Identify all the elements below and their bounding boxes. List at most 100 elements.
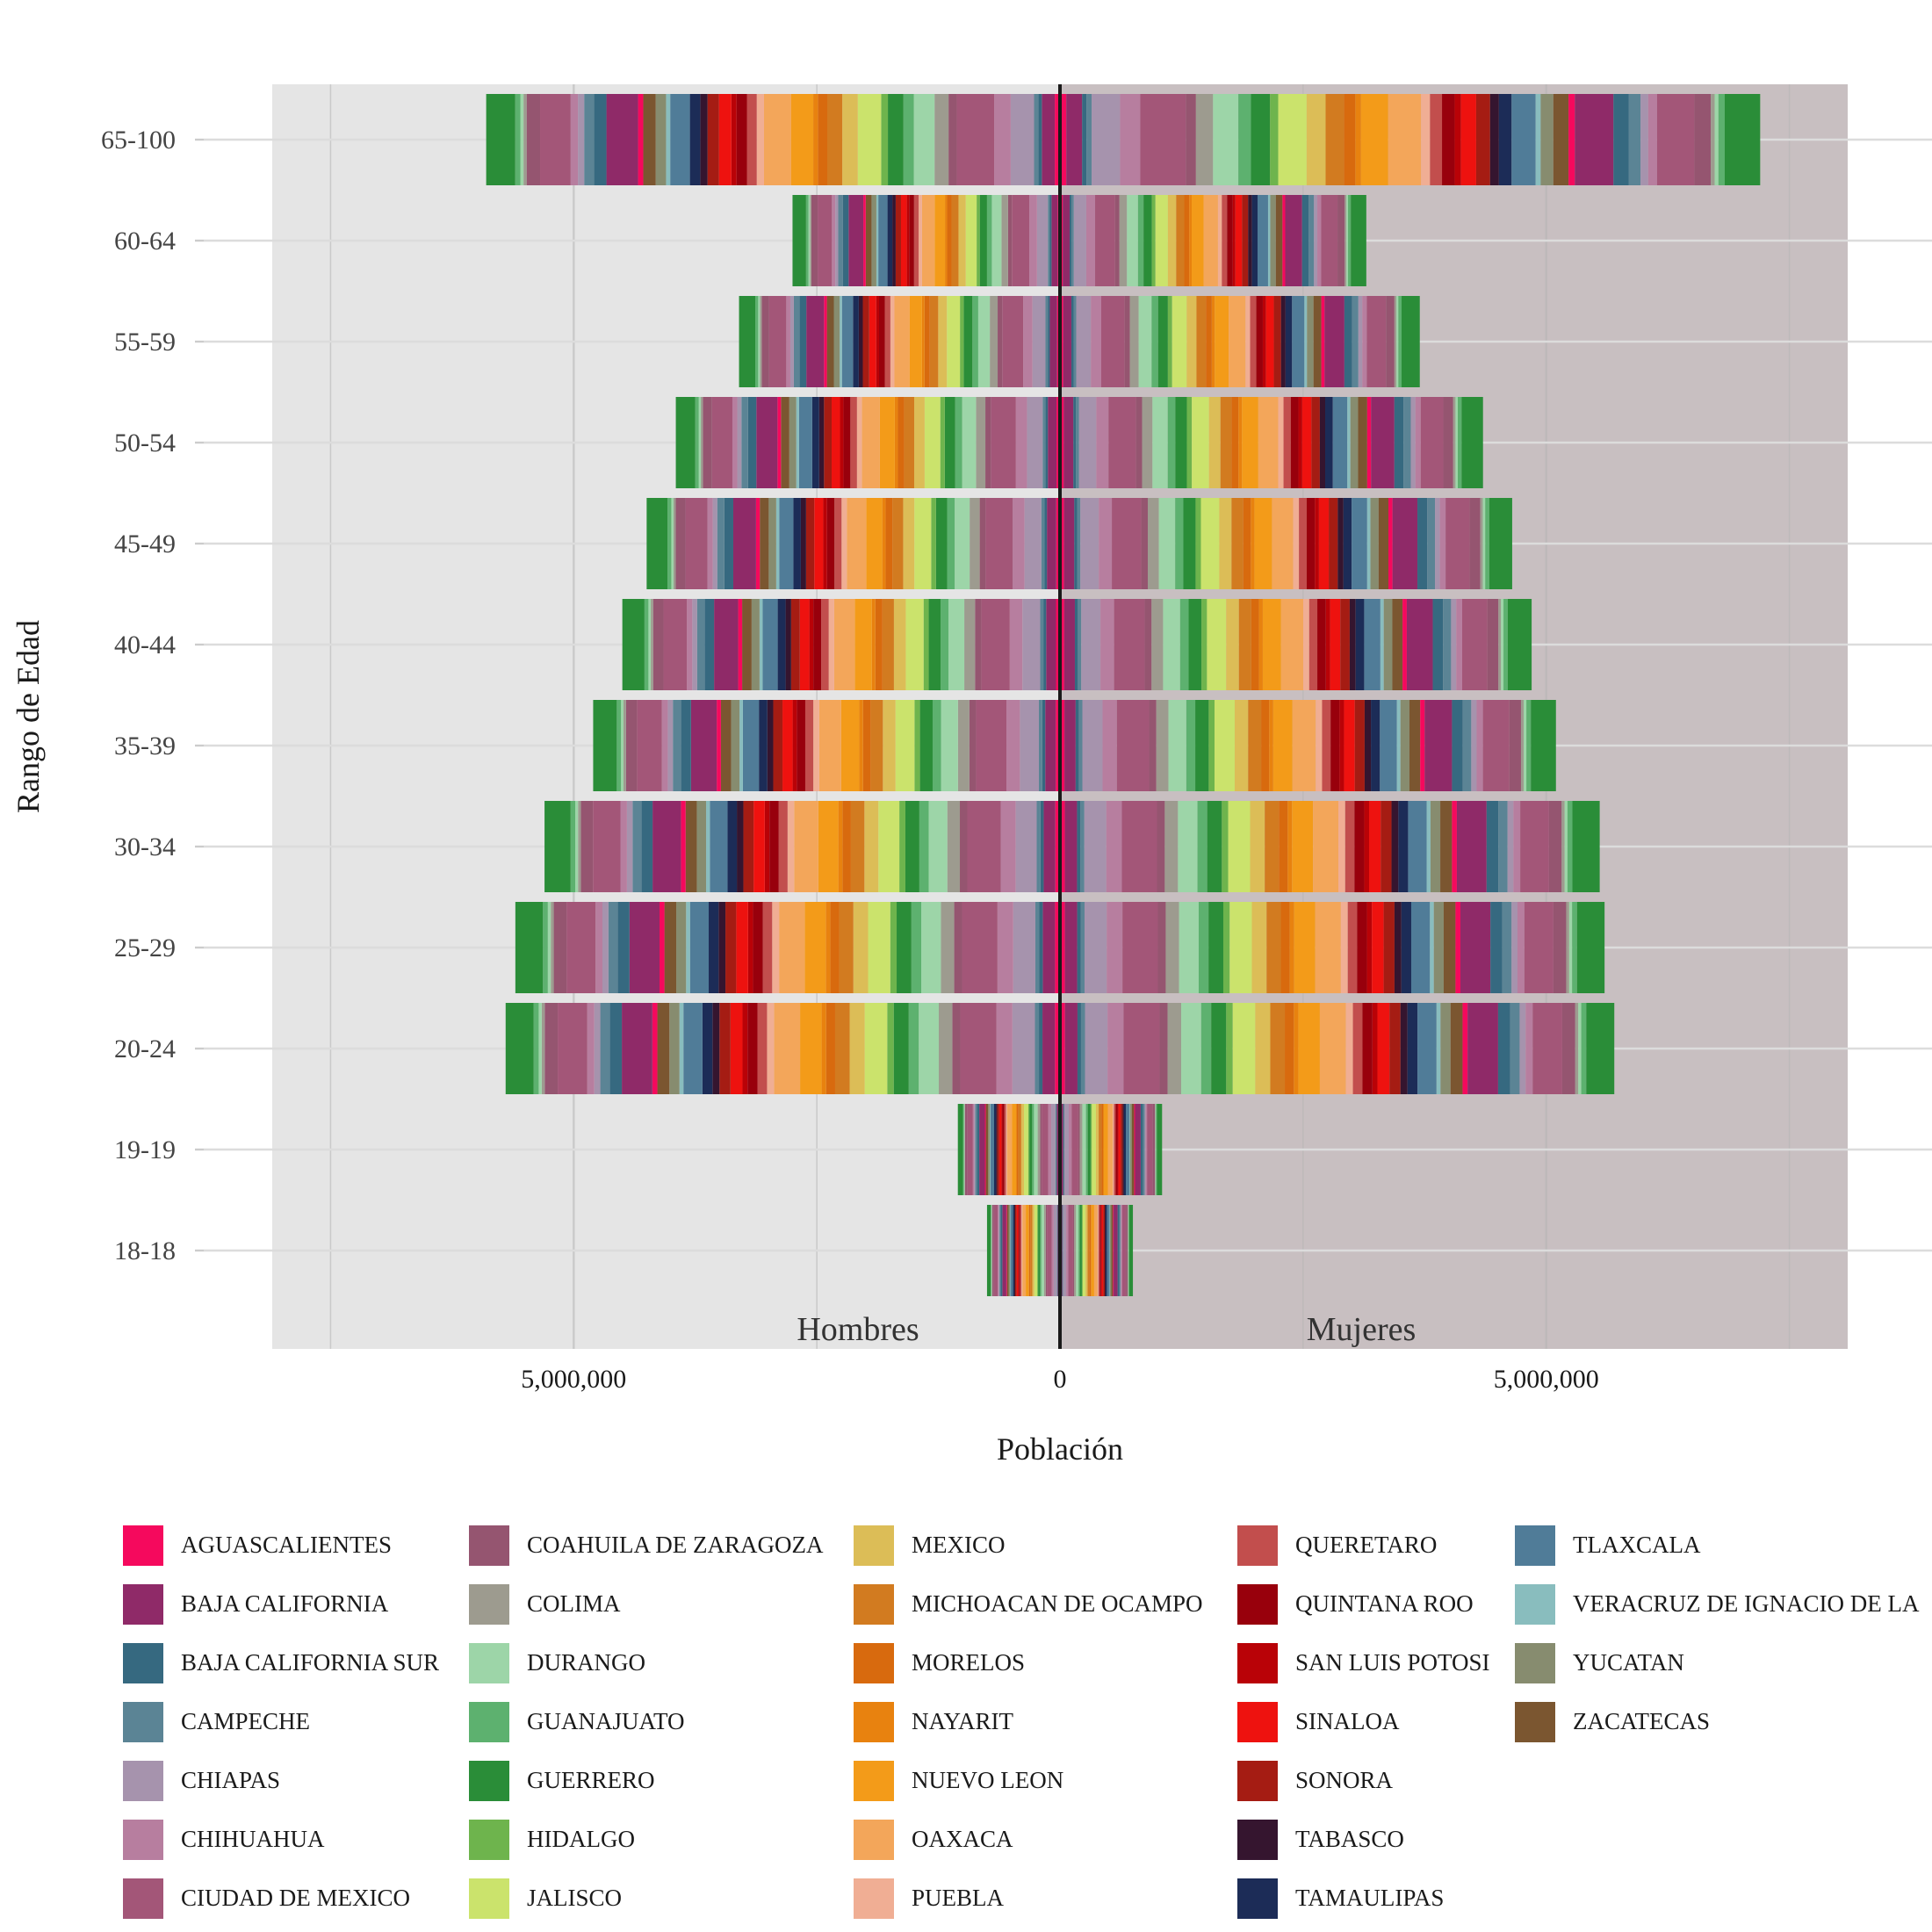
bar-segment-hombres [695, 397, 699, 488]
bar-segment-hombres [895, 700, 915, 791]
bar-segment-hombres [878, 801, 900, 892]
bar-segment-mujeres [1298, 397, 1302, 488]
bar-segment-mujeres [1317, 195, 1322, 286]
bar-segment-mujeres [1251, 94, 1271, 185]
bar-segment-hombres [626, 801, 633, 892]
bar-segment-hombres [979, 1104, 985, 1195]
bar-segment-mujeres [1101, 1104, 1104, 1195]
bar-segment-hombres [759, 599, 763, 690]
bar-segment-mujeres [1568, 902, 1573, 993]
legend-label: OAXACA [912, 1826, 1013, 1852]
bar-segment-hombres [566, 902, 596, 993]
bar-segment-hombres [903, 94, 914, 185]
bar-segment-mujeres [1121, 1205, 1122, 1296]
bar-segment-mujeres [1378, 498, 1388, 589]
bar-segment-hombres [570, 801, 576, 892]
bar-segment-mujeres [1144, 599, 1152, 690]
bar-segment-hombres [835, 195, 839, 286]
bar-segment-mujeres [1101, 296, 1125, 387]
bar-segment-mujeres [1280, 902, 1290, 993]
bar-segment-mujeres [1074, 599, 1078, 690]
bar-segment-hombres [762, 902, 773, 993]
bar-segment-hombres [790, 94, 814, 185]
bar-segment-hombres [714, 599, 739, 690]
bar-segment-mujeres [1501, 599, 1504, 690]
bar-segment-hombres [998, 296, 1003, 387]
bar-segment-mujeres [1078, 700, 1083, 791]
bar-segment-mujeres [1114, 599, 1145, 690]
bar-segment-mujeres [1165, 902, 1179, 993]
bar-segment-mujeres [1103, 1205, 1106, 1296]
bar-segment-hombres [908, 1003, 919, 1094]
bar-segment-mujeres [1261, 700, 1270, 791]
bar-segment-hombres [1020, 700, 1039, 791]
bar-segment-hombres [1032, 1205, 1034, 1296]
bar-segment-mujeres [1093, 1205, 1098, 1296]
bar-segment-hombres [533, 1003, 539, 1094]
bar-segment-hombres [1040, 599, 1044, 690]
bar-segment-hombres [967, 1104, 973, 1195]
bar-segment-mujeres [1462, 700, 1472, 791]
legend-swatch [1237, 1525, 1278, 1566]
bar-segment-hombres [1012, 195, 1030, 286]
bar-segment-hombres [747, 1003, 758, 1094]
bar-segment-mujeres [1575, 1003, 1579, 1094]
bar-segment-mujeres [1222, 195, 1228, 286]
bar-segment-hombres [947, 195, 952, 286]
bar-segment-hombres [1048, 397, 1057, 488]
bar-segment-hombres [774, 1003, 801, 1094]
bar-segment-mujeres [1553, 902, 1567, 993]
bar-segment-mujeres [1063, 397, 1074, 488]
bar-segment-mujeres [1157, 902, 1166, 993]
legend-item: QUINTANA ROO [1237, 1575, 1490, 1633]
bar-segment-mujeres [1337, 498, 1344, 589]
bar-segment-hombres [621, 700, 624, 791]
bar-segment-hombres [979, 195, 987, 286]
bar-segment-mujeres [1207, 599, 1227, 690]
legend-column: AGUASCALIENTES BAJA CALIFORNIA BAJA CALIFO… [123, 1516, 439, 1928]
bar-segment-hombres [885, 498, 893, 589]
legend-swatch [1237, 1819, 1278, 1860]
bar-segment-mujeres [1452, 700, 1463, 791]
bar-segment-mujeres [1724, 94, 1761, 185]
bar-segment-mujeres [1380, 700, 1397, 791]
x-tick-label: 5,000,000 [1494, 1365, 1599, 1394]
bar-segment-mujeres [1186, 700, 1196, 791]
bar-segment-hombres [1001, 195, 1008, 286]
legend-swatch [469, 1642, 509, 1683]
bar-segment-hombres [975, 599, 982, 690]
bar-segment-hombres [1049, 296, 1057, 387]
bar-segment-mujeres [1372, 1003, 1378, 1094]
bar-segment-hombres [826, 498, 835, 589]
bar-segment-mujeres [1270, 94, 1279, 185]
bar-segment-mujeres [1063, 296, 1071, 387]
bar-segment-mujeres [1142, 397, 1153, 488]
bar-segment-mujeres [1410, 902, 1431, 993]
bar-segment-mujeres [1417, 1003, 1437, 1094]
bar-segment-mujeres [1394, 397, 1404, 488]
bar-segment-mujeres [1349, 599, 1356, 690]
bar-segment-mujeres [1077, 498, 1081, 589]
bar-segment-mujeres [1314, 195, 1318, 286]
legend-swatch [1237, 1701, 1278, 1742]
bar-segment-hombres [609, 1003, 623, 1094]
bar-segment-hombres [941, 599, 949, 690]
bar-segment-mujeres [1128, 1104, 1130, 1195]
bar-segment-mujeres [1064, 801, 1078, 892]
legend-swatch [1237, 1642, 1278, 1683]
bar-segment-mujeres [1366, 902, 1373, 993]
bar-segment-hombres [1032, 296, 1046, 387]
bar-segment-hombres [800, 498, 806, 589]
bar-segment-mujeres [1183, 498, 1196, 589]
bar-segment-mujeres [1561, 801, 1565, 892]
bar-segment-mujeres [1180, 1003, 1201, 1094]
bar-segment-hombres [806, 296, 825, 387]
bar-segment-hombres [913, 94, 935, 185]
bar-segment-hombres [540, 94, 571, 185]
bar-segment-hombres [1042, 1104, 1049, 1195]
bar-segment-hombres [997, 902, 1013, 993]
bar-segment-hombres [738, 599, 743, 690]
bar-segment-hombres [673, 700, 681, 791]
bar-segment-hombres [1027, 1104, 1030, 1195]
bar-segment-hombres [700, 94, 708, 185]
